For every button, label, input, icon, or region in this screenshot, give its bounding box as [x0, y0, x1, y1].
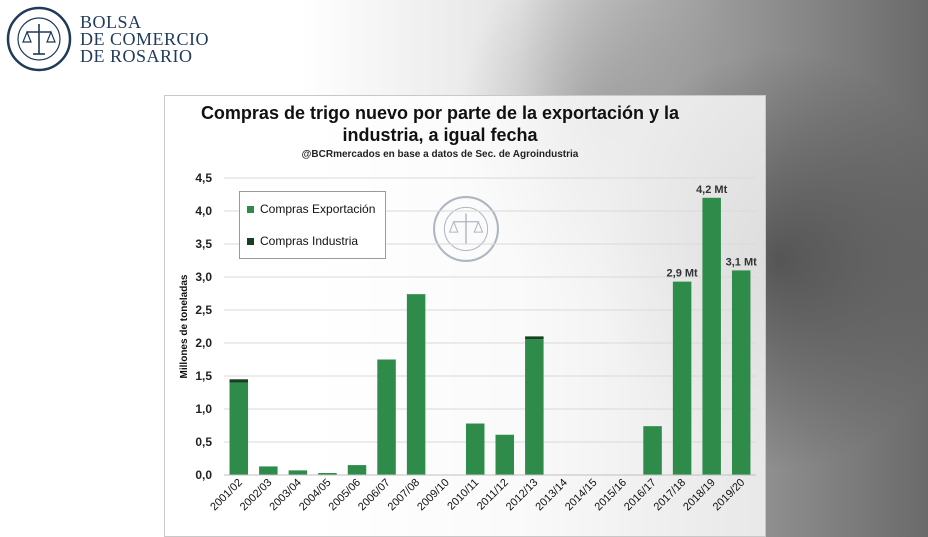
x-tick-label: 2019/20	[711, 477, 748, 514]
x-tick-label: 2016/17	[622, 477, 659, 514]
legend-swatch-export	[247, 205, 254, 213]
legend-label-export: Compras Exportación	[260, 202, 376, 216]
data-label: 4,2 Mt	[696, 184, 728, 196]
x-tick-label: 2012/13	[504, 477, 541, 514]
chart-legend: Compras Exportación Compras Industria	[239, 191, 386, 259]
bar-industry	[229, 379, 249, 383]
y-tick-label: 0,5	[195, 435, 212, 449]
x-tick-label: 2013/14	[533, 477, 570, 514]
header: BOLSA DE COMERCIO DE ROSARIO	[6, 6, 266, 74]
x-tick-label: 2002/03	[238, 477, 275, 514]
legend-item-industry: Compras Industria	[247, 234, 358, 248]
x-tick-label: 2014/15	[563, 477, 600, 514]
legend-item-export: Compras Exportación	[247, 202, 375, 216]
y-tick-label: 3,5	[195, 237, 212, 251]
bar-export	[525, 339, 544, 475]
bcr-seal-watermark	[433, 196, 499, 262]
y-axis-label: Millones de toneladas	[179, 274, 190, 378]
x-tick-label: 2009/10	[415, 477, 452, 514]
bar-export	[377, 359, 396, 475]
bar-export	[229, 382, 249, 475]
brand-line-1: BOLSA	[80, 12, 142, 32]
x-tick-label: 2007/08	[386, 477, 423, 514]
brand-name: BOLSA DE COMERCIO DE ROSARIO	[80, 12, 210, 66]
y-tick-label: 2,5	[195, 303, 212, 317]
bar-export	[465, 423, 485, 475]
brand-line-3: DE ROSARIO	[80, 46, 193, 66]
y-tick-label: 2,0	[195, 336, 212, 350]
y-tick-label: 4,5	[195, 171, 212, 185]
x-tick-label: 2001/02	[208, 477, 245, 514]
y-tick-label: 1,0	[195, 402, 212, 416]
x-tick-label: 2018/19	[681, 477, 718, 514]
bar-export	[347, 465, 367, 475]
bar-export	[643, 426, 662, 475]
x-tick-label: 2006/07	[356, 477, 393, 514]
x-tick-label: 2005/06	[327, 477, 364, 514]
chart-panel	[164, 95, 766, 537]
bcr-seal-logo	[6, 6, 72, 72]
bar-export	[672, 281, 692, 475]
x-tick-label: 2003/04	[267, 477, 304, 514]
y-tick-label: 0,0	[195, 468, 212, 482]
chart-title-line-2: industria, a igual fecha	[342, 125, 538, 145]
x-tick-label: 2017/18	[652, 477, 689, 514]
x-tick-label: 2015/16	[593, 477, 630, 514]
bar-export	[406, 294, 426, 475]
brand-line-2: DE COMERCIO	[80, 29, 210, 49]
bar-industry	[525, 336, 544, 340]
chart-title-line-1: Compras de trigo nuevo por parte de la e…	[200, 103, 680, 123]
data-label: 2,9 Mt	[667, 268, 699, 280]
bar-export	[259, 466, 278, 475]
bar-export	[318, 473, 337, 475]
x-tick-label: 2004/05	[297, 477, 334, 514]
bar-export	[495, 434, 515, 475]
bar-export	[731, 270, 751, 475]
data-label: 3,1 Mt	[726, 256, 758, 268]
y-tick-label: 3,0	[195, 270, 212, 284]
bar-export	[702, 197, 721, 476]
y-tick-label: 4,0	[195, 204, 212, 218]
bar-export	[288, 470, 308, 475]
legend-label-industry: Compras Industria	[260, 234, 359, 248]
chart-title: Compras de trigo nuevo por parte de la e…	[170, 102, 710, 146]
y-tick-label: 1,5	[195, 369, 212, 383]
chart-subtitle: @BCRmercados en base a datos de Sec. de …	[301, 149, 579, 160]
x-tick-label: 2010/11	[445, 477, 481, 513]
legend-swatch-industry	[247, 237, 254, 245]
